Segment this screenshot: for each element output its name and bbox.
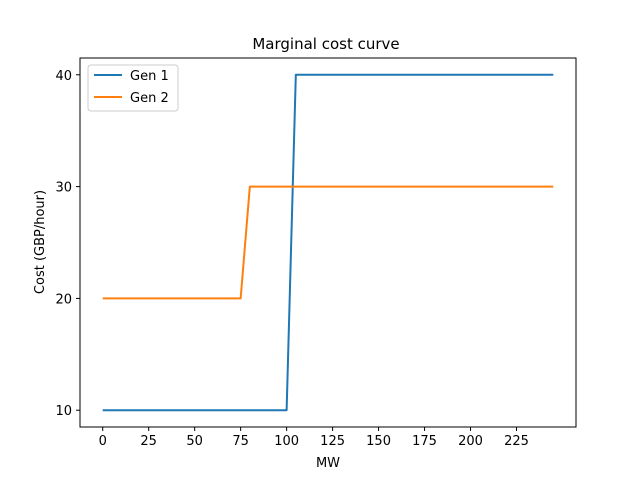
legend: Gen 1 Gen 2 bbox=[87, 64, 179, 112]
plot-lines bbox=[102, 73, 554, 412]
x-tick-label: 175 bbox=[412, 434, 437, 449]
y-tick-label: 40 bbox=[55, 69, 72, 84]
legend-box bbox=[87, 64, 179, 112]
x-axis-label: MW bbox=[316, 456, 340, 471]
x-tick-label: 125 bbox=[320, 434, 345, 449]
plot-frame bbox=[79, 57, 577, 428]
x-tick-label: 75 bbox=[232, 434, 249, 449]
series-line-gen-1 bbox=[102, 73, 554, 412]
x-tick-label: 200 bbox=[458, 434, 483, 449]
chart-title: Marginal cost curve bbox=[252, 35, 399, 53]
x-tick-label: 0 bbox=[99, 434, 107, 449]
y-tick-label: 10 bbox=[55, 404, 72, 419]
x-tick-label: 50 bbox=[186, 434, 203, 449]
y-tick-label: 30 bbox=[55, 181, 72, 196]
x-tick-label: 150 bbox=[366, 434, 391, 449]
x-tick-label: 225 bbox=[504, 434, 529, 449]
series-line-gen-2 bbox=[102, 185, 554, 300]
legend-label-gen-1: Gen 1 bbox=[130, 69, 169, 84]
legend-label-gen-2: Gen 2 bbox=[130, 91, 169, 106]
y-axis-ticks: 10 20 30 40 bbox=[55, 69, 80, 419]
y-axis-label: Cost (GBP/hour) bbox=[33, 190, 48, 294]
y-tick-label: 20 bbox=[55, 292, 72, 307]
x-axis-ticks: 0 25 50 75 100 125 150 175 200 225 bbox=[99, 427, 529, 449]
x-tick-label: 25 bbox=[140, 434, 157, 449]
x-tick-label: 100 bbox=[274, 434, 299, 449]
